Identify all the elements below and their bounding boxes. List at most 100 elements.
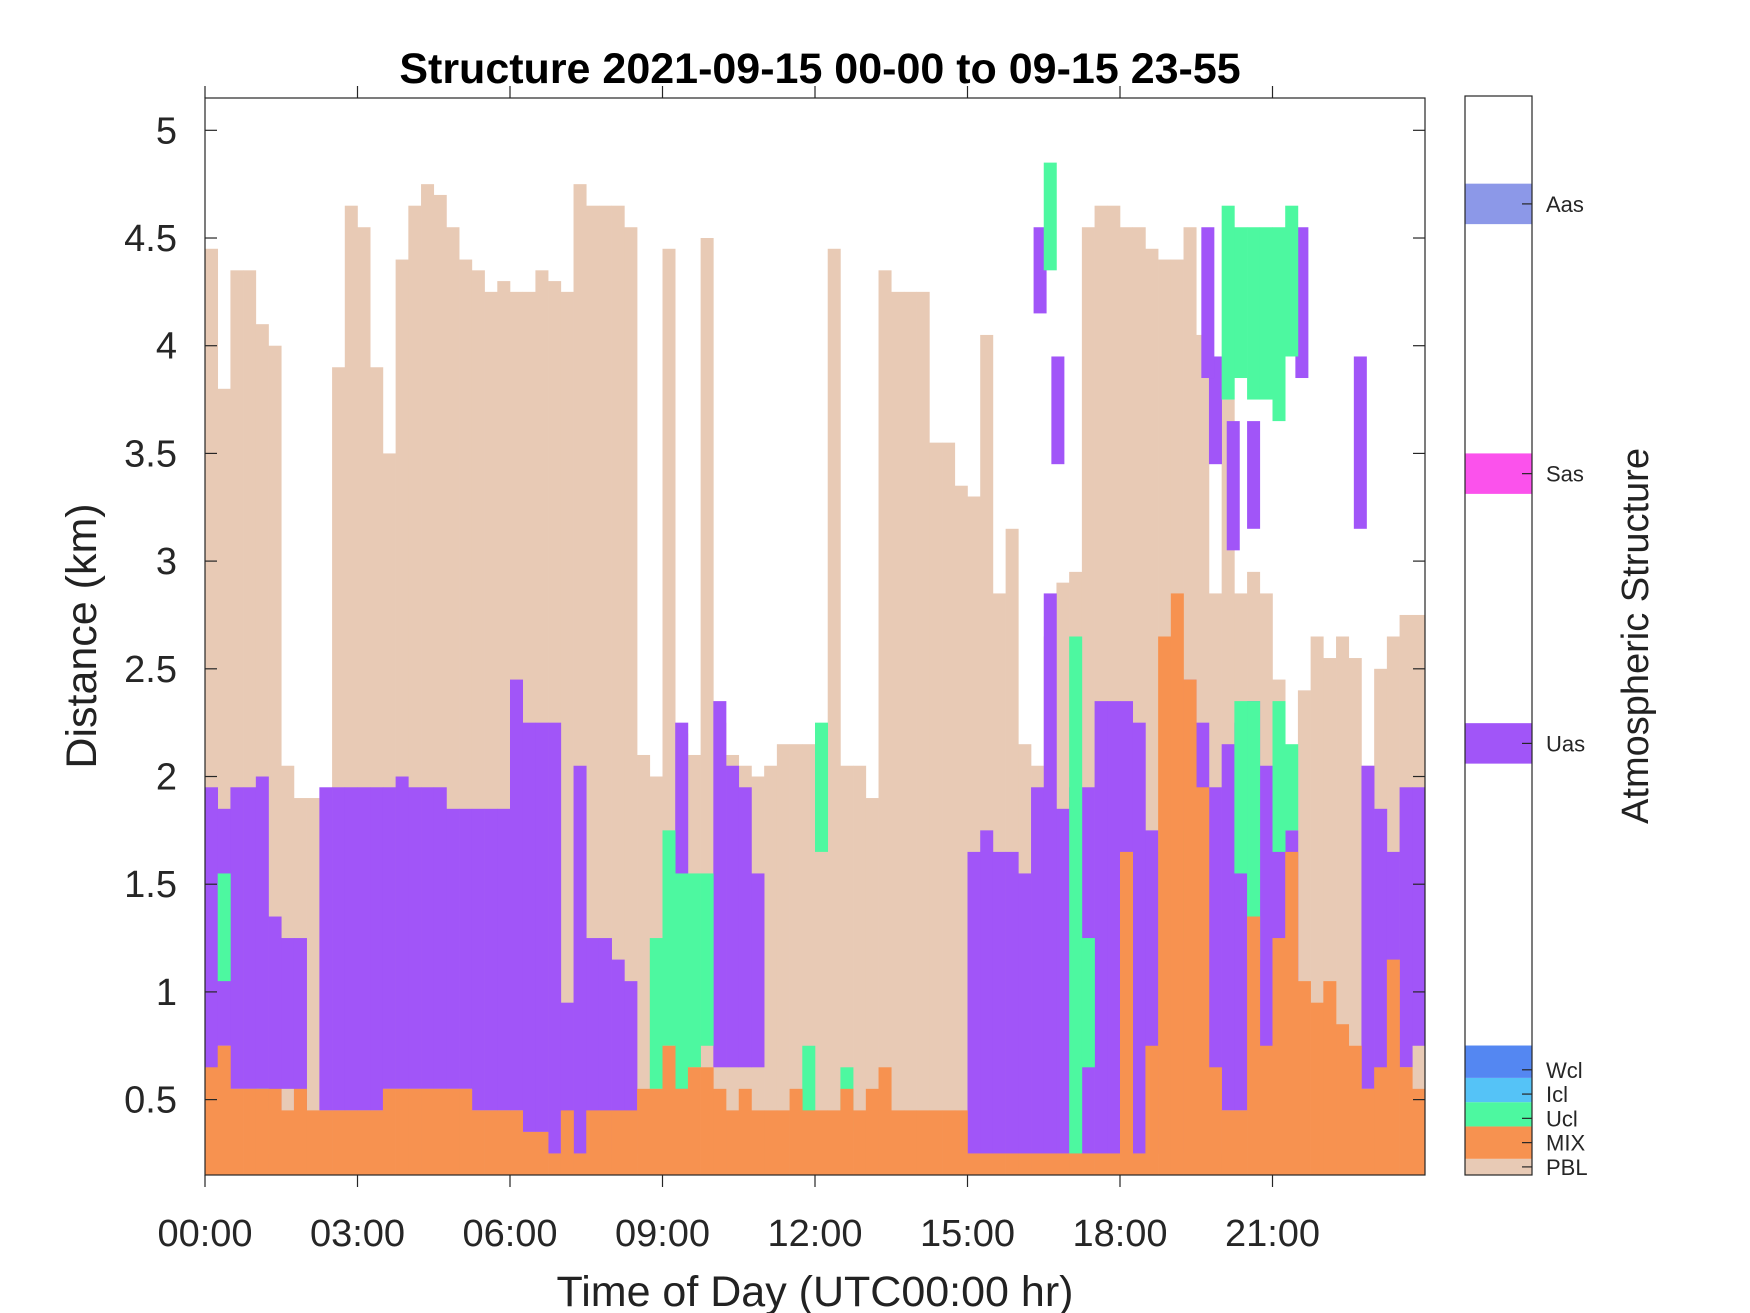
uas-bar — [446, 808, 460, 1089]
uas-bar — [1226, 421, 1240, 551]
mix-bar — [332, 1110, 346, 1175]
mix-bar — [649, 1088, 663, 1175]
x-axis-label: Time of Day (UTC00:00 hr) — [557, 1268, 1074, 1313]
x-tick-label: 00:00 — [157, 1213, 252, 1255]
y-tick-label: 3.5 — [124, 433, 177, 475]
uas-bar — [598, 938, 612, 1154]
uas-bar — [1353, 356, 1367, 529]
mix-bar — [446, 1088, 460, 1175]
mix-bar — [484, 1110, 498, 1175]
mix-bar — [1170, 593, 1184, 1175]
uas-bar — [1094, 701, 1108, 1154]
mix-bar — [853, 1110, 867, 1175]
mix-bar — [1056, 1153, 1070, 1175]
mix-bar — [1361, 1088, 1375, 1175]
mix-bar — [586, 1110, 600, 1175]
pbl-bar — [929, 442, 943, 1175]
uas-bar — [1107, 701, 1121, 1154]
pbl-bar — [776, 744, 790, 1175]
uas-bar — [344, 787, 358, 1111]
ucl-bar — [1069, 636, 1083, 1154]
y-tick-label: 4 — [156, 326, 177, 368]
ucl-bar — [1043, 162, 1057, 271]
mix-bar — [433, 1088, 447, 1175]
uas-bar — [357, 787, 371, 1111]
mix-bar — [1310, 1002, 1324, 1175]
mix-bar — [738, 1088, 752, 1175]
mix-bar — [1208, 1067, 1222, 1175]
ucl-bar — [700, 873, 714, 1046]
chart-title: Structure 2021-09-15 00-00 to 09-15 23-5… — [399, 45, 1240, 93]
colorbar-swatch-ucl — [1465, 1102, 1532, 1127]
mix-bar — [598, 1110, 612, 1175]
uas-bar — [751, 873, 765, 1068]
y-tick-label: 0.5 — [124, 1080, 177, 1122]
pbl-bar — [306, 798, 320, 1175]
mix-bar — [281, 1110, 295, 1175]
mix-bar — [675, 1088, 689, 1175]
mix-bar — [217, 1045, 231, 1175]
ucl-bar — [1272, 701, 1286, 852]
uas-bar — [1051, 356, 1065, 465]
y-tick-label: 1 — [156, 972, 177, 1014]
colorbar-label: Atmospheric Structure — [1615, 448, 1657, 824]
pbl-bar — [560, 291, 574, 1175]
pbl-bar — [916, 291, 930, 1175]
uas-bar — [433, 787, 447, 1089]
mix-bar — [687, 1067, 701, 1175]
mix-bar — [497, 1110, 511, 1175]
uas-bar — [293, 938, 307, 1111]
uas-bar — [408, 787, 422, 1089]
mix-bar — [1348, 1045, 1362, 1175]
uas-bar — [1018, 873, 1032, 1154]
mix-bar — [1285, 851, 1299, 1175]
pbl-bar — [611, 205, 625, 1175]
mix-bar — [1120, 851, 1134, 1175]
colorbar-tick-label: Uas — [1546, 731, 1585, 756]
colorbar-tick-label: MIX — [1546, 1131, 1585, 1156]
mix-bar — [408, 1088, 422, 1175]
uas-bar — [370, 787, 384, 1111]
mix-bar — [205, 1067, 219, 1175]
colorbar-swatch-uas — [1465, 723, 1532, 764]
x-tick-label: 06:00 — [462, 1213, 557, 1255]
uas-bar — [726, 765, 740, 1068]
data-bars — [205, 162, 1425, 1175]
uas-bar — [497, 808, 511, 1111]
uas-bar — [332, 787, 346, 1111]
mix-bar — [510, 1110, 524, 1175]
mix-bar — [1386, 959, 1400, 1175]
mix-bar — [726, 1110, 740, 1175]
pbl-bar — [942, 442, 956, 1175]
x-tick-label: 12:00 — [767, 1213, 862, 1255]
uas-bar — [1201, 227, 1215, 379]
uas-bar — [1361, 765, 1375, 1089]
mix-bar — [1247, 916, 1261, 1175]
mix-bar — [319, 1110, 333, 1175]
ucl-bar — [1081, 938, 1095, 1068]
y-tick-label: 3 — [156, 541, 177, 583]
y-axis-label: Distance (km) — [58, 503, 106, 768]
uas-bar — [471, 808, 485, 1111]
mix-bar — [789, 1088, 803, 1175]
colorbar-swatch-mix — [1465, 1126, 1532, 1159]
axis-ticks: 0.5 1 1.5 2 2.5 3 3.5 4 4.5 5 00:00 03:00 06:00 09:00… — [124, 86, 1425, 1255]
pbl-bar — [764, 765, 778, 1175]
mix-bar — [548, 1153, 562, 1175]
uas-bar — [713, 701, 727, 1068]
uas-bar — [611, 959, 625, 1154]
uas-bar — [1208, 787, 1222, 1154]
y-tick-label: 2 — [156, 757, 177, 799]
uas-bar — [1005, 851, 1019, 1154]
uas-bar — [382, 787, 396, 1089]
ucl-bar — [1259, 227, 1273, 400]
mix-bar — [1374, 1067, 1388, 1175]
uas-bar — [1056, 808, 1070, 1154]
uas-bar — [738, 787, 752, 1068]
pbl-bar — [815, 744, 829, 1175]
uas-bar — [1247, 421, 1261, 529]
pbl-bar — [853, 765, 867, 1175]
ucl-bar — [1247, 701, 1261, 960]
pbl-bar — [903, 291, 917, 1175]
colorbar-swatch-icl — [1465, 1077, 1532, 1103]
